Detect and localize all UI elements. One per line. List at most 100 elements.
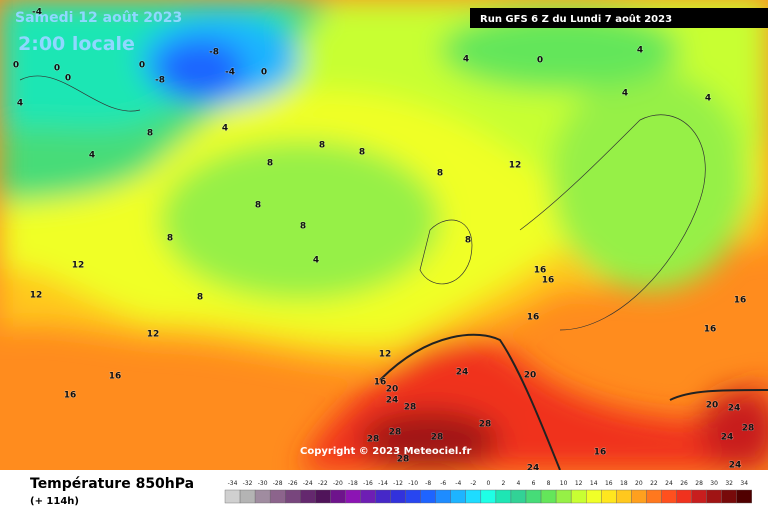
contour-label: 0 (54, 64, 60, 74)
legend-label: -18 (348, 480, 358, 487)
copyright: Copyright © 2023 Meteociel.fr (300, 446, 471, 457)
contour-label: 24 (386, 396, 399, 406)
contour-label: 20 (524, 371, 537, 381)
contour-label: -4 (32, 8, 42, 18)
contour-label: 4 (463, 55, 469, 65)
legend-swatch (646, 489, 662, 504)
contour-label: 28 (742, 424, 755, 434)
legend-swatch (736, 489, 752, 504)
contour-label: 0 (537, 56, 543, 66)
legend-swatch (285, 489, 301, 504)
contour-label: 0 (65, 74, 71, 84)
legend-swatch (239, 489, 256, 504)
legend-label: 10 (560, 480, 568, 487)
legend-label: -20 (333, 480, 343, 487)
legend-label: -34 (228, 480, 238, 487)
contour-label: 8 (267, 159, 273, 169)
legend-swatch (420, 489, 436, 504)
legend-label: -22 (318, 480, 328, 487)
legend-label: -12 (393, 480, 403, 487)
legend-swatch (254, 489, 271, 504)
contour-label: 4 (222, 124, 228, 134)
contour-label: 12 (509, 161, 522, 171)
contour-label: 4 (17, 99, 23, 109)
run-info: Run GFS 6 Z du Lundi 7 août 2023 (480, 13, 672, 25)
legend-label: -32 (243, 480, 253, 487)
contour-label: 16 (734, 296, 747, 306)
legend-swatch (540, 489, 557, 504)
legend-swatch (721, 489, 737, 504)
contour-label: 4 (637, 46, 643, 56)
legend-label: -14 (378, 480, 388, 487)
legend-label: 18 (620, 480, 628, 487)
contour-label: 16 (527, 313, 540, 323)
legend-swatch (706, 489, 722, 504)
contour-label: -8 (209, 48, 219, 58)
contour-label: 28 (479, 420, 492, 430)
contour-label: 16 (534, 266, 547, 276)
contour-label: 4 (313, 256, 319, 266)
legend-label: 26 (680, 480, 688, 487)
legend-swatch (586, 489, 602, 504)
legend-swatch (525, 489, 542, 504)
contour-label: 4 (89, 151, 95, 161)
legend-label: -8 (425, 480, 431, 487)
legend-label: 6 (532, 480, 536, 487)
contour-label: 16 (704, 325, 717, 335)
legend-label: -2 (470, 480, 476, 487)
contour-label: 24 (527, 464, 540, 474)
lead-time: (+ 114h) (30, 496, 79, 507)
contour-label: 8 (437, 169, 443, 179)
legend-swatch (269, 489, 286, 504)
run-box (470, 8, 768, 28)
contour-label: 12 (379, 350, 392, 360)
contour-label: 4 (622, 89, 628, 99)
legend-label: -26 (288, 480, 298, 487)
legend-swatch (330, 489, 346, 504)
legend-swatch (450, 489, 467, 504)
legend-label: 4 (517, 480, 521, 487)
contour-label: 20 (706, 401, 719, 411)
contour-label: 16 (594, 448, 607, 458)
legend-label: -28 (273, 480, 283, 487)
contour-label: 12 (30, 291, 43, 301)
contour-label: 24 (456, 368, 469, 378)
contour-label: 28 (431, 433, 444, 443)
contour-label: 28 (389, 428, 402, 438)
legend-swatch (495, 489, 512, 504)
contour-label: 28 (404, 403, 417, 413)
contour-label: 8 (197, 293, 203, 303)
legend-label: 24 (665, 480, 673, 487)
color-legend: -34 -32 -30 -28 -26 -24 -22 -20 -18 -16 -14 -12 -10-… (224, 480, 752, 504)
contour-label: 4 (705, 94, 711, 104)
legend-swatch (375, 489, 391, 504)
legend-swatch (480, 489, 497, 504)
legend-label: -30 (258, 480, 268, 487)
isotherm (669, 389, 768, 401)
contour-label: 8 (465, 236, 471, 246)
isotherm (379, 333, 561, 470)
legend-swatch (631, 489, 647, 504)
contour-label: 8 (359, 148, 365, 158)
contour-label: 16 (542, 276, 555, 286)
legend-label: 32 (725, 480, 733, 487)
contour-label: 28 (397, 455, 410, 465)
contour-label: 0 (261, 68, 267, 78)
contour-label: 20 (386, 385, 399, 395)
legend-swatch (676, 489, 692, 504)
legend-swatch (360, 489, 376, 504)
legend-swatch (661, 489, 677, 504)
contour-label: 24 (721, 433, 734, 443)
legend-label: -4 (455, 480, 461, 487)
contour-label: 16 (64, 391, 77, 401)
legend-label: 20 (635, 480, 643, 487)
contour-label: -8 (155, 76, 165, 86)
contour-label: 8 (147, 129, 153, 139)
legend-label: 2 (502, 480, 506, 487)
legend-swatch (315, 489, 331, 504)
legend-swatch (300, 489, 316, 504)
valid-date: Samedi 12 août 2023 (15, 10, 182, 26)
contour-label: 12 (147, 330, 160, 340)
